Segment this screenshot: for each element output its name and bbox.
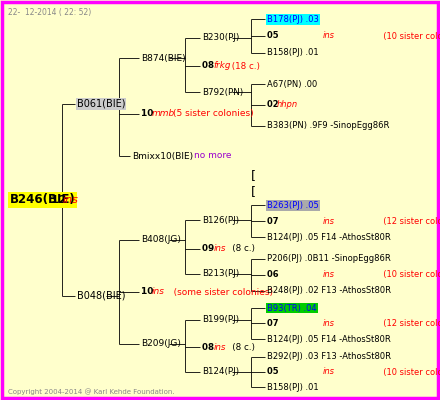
Text: ins: ins	[63, 195, 79, 205]
Text: (5 sister colonies): (5 sister colonies)	[173, 110, 253, 118]
Text: 22-  12-2014 ( 22: 52): 22- 12-2014 ( 22: 52)	[8, 8, 91, 17]
Text: (10 sister colonies): (10 sister colonies)	[378, 270, 440, 279]
Text: (10 sister colonies): (10 sister colonies)	[378, 368, 440, 376]
Text: (18 c.): (18 c.)	[229, 62, 260, 70]
Text: B209(JG): B209(JG)	[141, 340, 181, 348]
Text: 12: 12	[51, 195, 70, 205]
Text: ins: ins	[152, 288, 165, 296]
Text: frkg: frkg	[213, 62, 231, 70]
Text: 07: 07	[267, 319, 282, 328]
Text: B048(BIE): B048(BIE)	[77, 291, 125, 301]
Text: ins: ins	[323, 270, 334, 279]
Text: B124(PJ) .05 F14 -AthosSt80R: B124(PJ) .05 F14 -AthosSt80R	[267, 335, 391, 344]
Text: 10: 10	[141, 110, 156, 118]
Text: ins: ins	[323, 368, 334, 376]
Text: 02: 02	[267, 100, 282, 109]
Text: Copyright 2004-2014 @ Karl Kehde Foundation.: Copyright 2004-2014 @ Karl Kehde Foundat…	[8, 388, 175, 395]
Text: B158(PJ) .01: B158(PJ) .01	[267, 383, 319, 392]
Text: B246(BIE): B246(BIE)	[10, 194, 75, 206]
Text: (12 sister colonies): (12 sister colonies)	[378, 217, 440, 226]
Text: B874(BIE): B874(BIE)	[141, 54, 185, 62]
Text: (8 c.): (8 c.)	[224, 244, 254, 253]
Text: 05: 05	[267, 368, 282, 376]
Text: 08: 08	[202, 343, 217, 352]
Text: B178(PJ) .03: B178(PJ) .03	[267, 15, 319, 24]
Text: B263(PJ) .05: B263(PJ) .05	[267, 201, 319, 210]
Text: (12 sister colonies): (12 sister colonies)	[378, 319, 440, 328]
Text: 09: 09	[202, 244, 217, 253]
Text: hhpn: hhpn	[276, 100, 297, 109]
Text: 06: 06	[267, 270, 282, 279]
Text: B158(PJ) .01: B158(PJ) .01	[267, 48, 319, 57]
Text: [: [	[251, 170, 256, 182]
Text: no more: no more	[194, 152, 231, 160]
Text: mmb: mmb	[152, 110, 175, 118]
Text: B408(JG): B408(JG)	[141, 236, 181, 244]
Text: ins: ins	[213, 244, 226, 253]
Text: B126(PJ): B126(PJ)	[202, 216, 239, 224]
Text: A67(PN) .00: A67(PN) .00	[267, 80, 317, 88]
Text: B383(PN) .9F9 -SinopEgg86R: B383(PN) .9F9 -SinopEgg86R	[267, 122, 389, 130]
Text: ins: ins	[323, 217, 334, 226]
Text: B061(BIE): B061(BIE)	[77, 99, 125, 109]
Text: B93(TR) .04: B93(TR) .04	[267, 304, 317, 312]
Text: B792(PN): B792(PN)	[202, 88, 244, 96]
Text: ins: ins	[323, 32, 334, 40]
Text: (some sister colonies): (some sister colonies)	[165, 288, 273, 296]
Text: 08: 08	[202, 62, 217, 70]
Text: B213(PJ): B213(PJ)	[202, 270, 240, 278]
Text: 10: 10	[141, 288, 156, 296]
Text: P206(PJ) .0B11 -SinopEgg86R: P206(PJ) .0B11 -SinopEgg86R	[267, 254, 391, 263]
Text: 05: 05	[267, 32, 282, 40]
Text: B199(PJ): B199(PJ)	[202, 316, 239, 324]
Text: 07: 07	[267, 217, 282, 226]
Text: (10 sister colonies): (10 sister colonies)	[378, 32, 440, 40]
Text: Bmixx10(BIE): Bmixx10(BIE)	[132, 152, 193, 160]
Text: B124(PJ): B124(PJ)	[202, 368, 239, 376]
Text: (8 c.): (8 c.)	[224, 343, 254, 352]
Text: [: [	[251, 186, 256, 198]
Text: B292(PJ) .03 F13 -AthosSt80R: B292(PJ) .03 F13 -AthosSt80R	[267, 352, 391, 361]
Text: B230(PJ): B230(PJ)	[202, 34, 240, 42]
Text: B248(PJ) .02 F13 -AthosSt80R: B248(PJ) .02 F13 -AthosSt80R	[267, 286, 391, 295]
Text: B124(PJ) .05 F14 -AthosSt80R: B124(PJ) .05 F14 -AthosSt80R	[267, 233, 391, 242]
Text: ins: ins	[213, 343, 226, 352]
Text: ins: ins	[323, 319, 334, 328]
